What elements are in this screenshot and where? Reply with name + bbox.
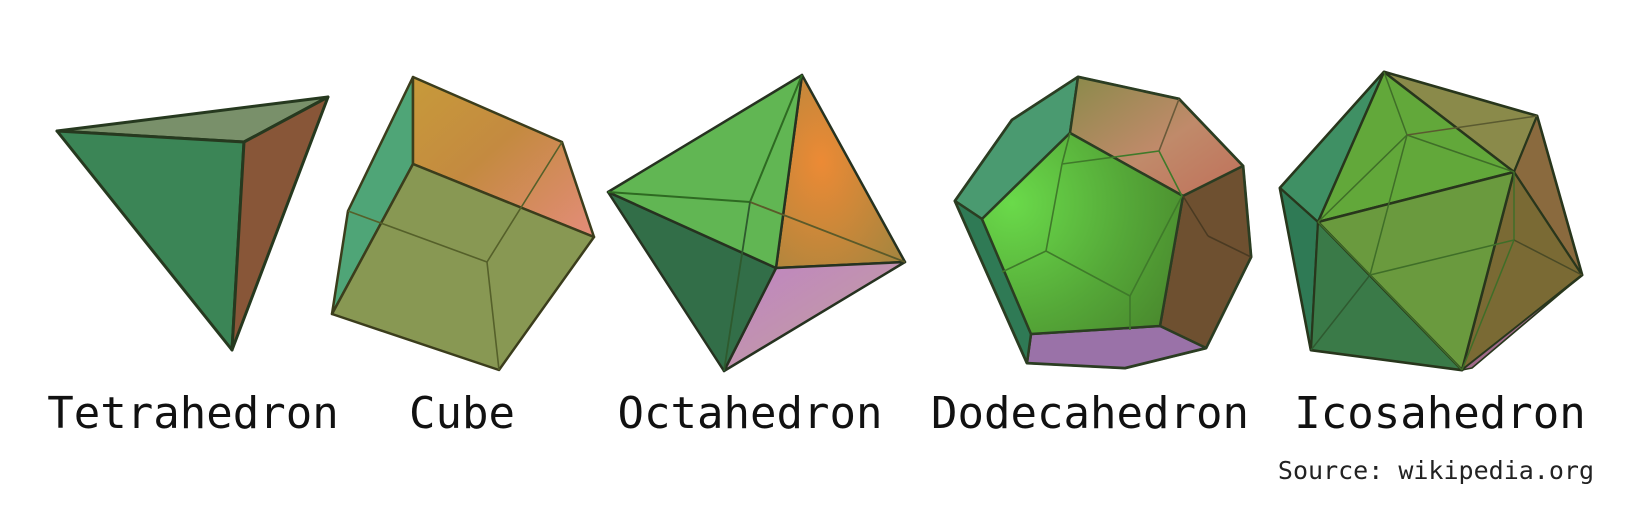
tetrahedron-front-face <box>55 129 246 352</box>
icosahedron-inner-edge-h <box>1317 221 1371 276</box>
tetrahedron-shape <box>55 95 330 352</box>
icosahedron-inner-edge-c <box>1406 115 1538 136</box>
octahedron-inner-edge-3 <box>723 201 751 372</box>
icosahedron-inner-edge-d <box>1369 134 1408 276</box>
dodecahedron-inner-edge-f <box>1158 98 1180 152</box>
icosahedron-bottom-sliver <box>1461 274 1583 371</box>
octahedron-shape <box>606 73 907 373</box>
icosahedron-inner-edge-g <box>1513 239 1583 276</box>
dodecahedron-front-face <box>980 131 1185 336</box>
label-octahedron: Octahedron <box>617 388 883 439</box>
icosahedron-shape <box>1278 70 1584 372</box>
dodecahedron-inner-edge-d <box>1182 195 1209 237</box>
label-icosahedron: Icosahedron <box>1294 388 1586 439</box>
icosahedron-inner-edge-e <box>1369 239 1515 276</box>
icosahedron-inner-edge-i <box>1369 274 1463 371</box>
label-dodecahedron: Dodecahedron <box>931 388 1249 439</box>
octahedron-front-face <box>606 73 804 270</box>
cube-hidden-edge-vertical <box>486 261 500 371</box>
icosahedron-inner-edge-j <box>1461 239 1515 371</box>
label-cube: Cube <box>409 388 515 439</box>
solids-illustration <box>55 70 1584 373</box>
tetrahedron-side-face <box>230 95 330 352</box>
cube-shape <box>330 75 596 372</box>
source-attribution: Source: wikipedia.org <box>1277 456 1594 485</box>
icosahedron-inner-edge-b <box>1406 134 1515 173</box>
label-tetrahedron: Tetrahedron <box>47 388 339 439</box>
dodecahedron-inner-edge-e <box>1207 235 1252 258</box>
dodecahedron-left-face <box>953 199 1033 365</box>
dodecahedron-inner-pentagon <box>1045 150 1183 297</box>
dodecahedron-inner-edge-a <box>1061 132 1071 165</box>
dodecahedron-inner-edge-b <box>1001 250 1047 273</box>
icosahedron-inner-edge-k <box>1310 274 1371 351</box>
octahedron-inner-edge-2 <box>749 201 906 263</box>
dodecahedron-shape <box>953 75 1253 370</box>
